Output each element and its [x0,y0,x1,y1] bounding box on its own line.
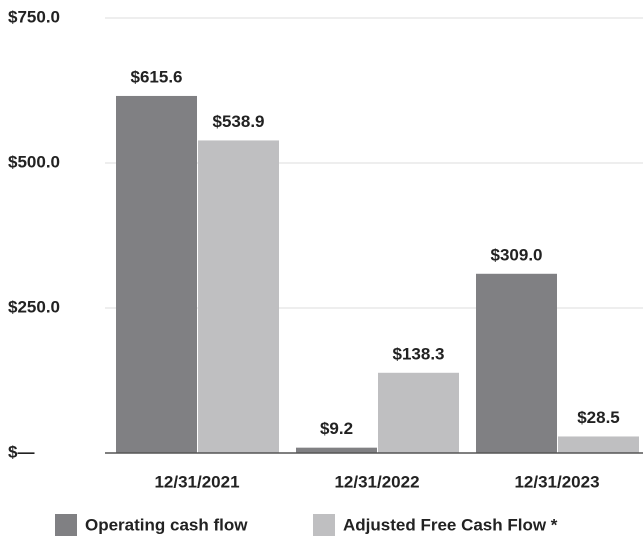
legend-label: Operating cash flow [85,515,248,534]
y-tick-label: $250.0 [8,297,60,316]
legend-label: Adjusted Free Cash Flow * [343,515,558,534]
bar [476,273,557,453]
value-label: $538.9 [213,112,265,131]
bar [198,140,279,454]
value-label: $138.3 [393,344,445,363]
bar [378,372,459,453]
y-tick-label: $— [8,442,34,461]
value-label: $28.5 [577,408,620,427]
value-label: $9.2 [320,419,353,438]
x-tick-label: 12/31/2021 [154,472,239,491]
value-label: $615.6 [131,67,183,86]
y-tick-label: $500.0 [8,152,60,171]
legend-swatch [313,514,335,536]
bar [296,447,377,453]
bar [116,95,197,454]
value-label: $309.0 [491,245,543,264]
legend-swatch [55,514,77,536]
y-tick-label: $750.0 [8,7,60,26]
x-tick-label: 12/31/2022 [334,472,419,491]
x-tick-label: 12/31/2023 [514,472,599,491]
bar [558,436,639,453]
